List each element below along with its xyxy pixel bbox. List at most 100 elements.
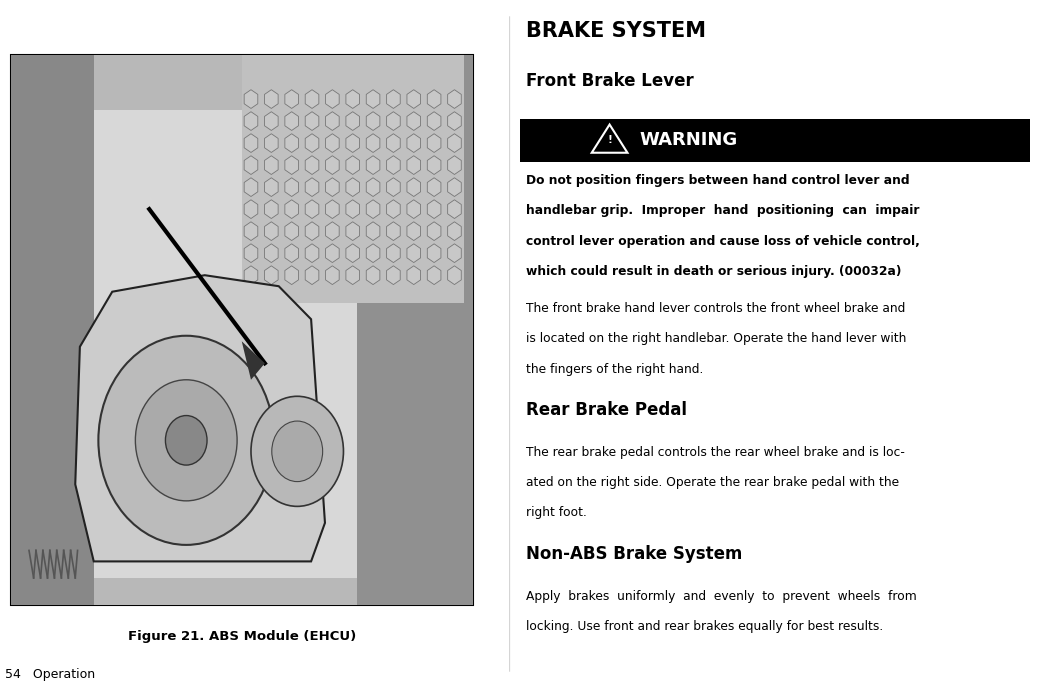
Polygon shape bbox=[265, 111, 279, 131]
FancyBboxPatch shape bbox=[520, 119, 1030, 162]
Text: Non-ABS Brake System: Non-ABS Brake System bbox=[526, 545, 742, 563]
Text: is located on the right handlebar. Operate the hand lever with: is located on the right handlebar. Opera… bbox=[526, 332, 906, 345]
Polygon shape bbox=[305, 244, 318, 263]
Polygon shape bbox=[265, 155, 279, 175]
Polygon shape bbox=[366, 178, 379, 197]
Polygon shape bbox=[326, 111, 339, 131]
Text: Apply  brakes  uniformly  and  evenly  to  prevent  wheels  from: Apply brakes uniformly and evenly to pre… bbox=[526, 590, 916, 603]
Polygon shape bbox=[305, 266, 318, 285]
Text: !: ! bbox=[607, 135, 612, 144]
Bar bbox=[242, 55, 463, 303]
Polygon shape bbox=[326, 244, 339, 263]
Polygon shape bbox=[407, 200, 420, 219]
Polygon shape bbox=[305, 178, 318, 197]
Bar bbox=[11, 55, 94, 605]
Text: Do not position fingers between hand control lever and: Do not position fingers between hand con… bbox=[526, 174, 909, 187]
Polygon shape bbox=[387, 133, 400, 153]
Polygon shape bbox=[285, 89, 298, 109]
Polygon shape bbox=[387, 89, 400, 109]
Text: right foot.: right foot. bbox=[526, 506, 586, 519]
Polygon shape bbox=[428, 222, 441, 241]
Text: 54   Operation: 54 Operation bbox=[5, 668, 96, 681]
Polygon shape bbox=[407, 222, 420, 241]
Polygon shape bbox=[305, 222, 318, 241]
Circle shape bbox=[99, 336, 274, 545]
Text: the fingers of the right hand.: the fingers of the right hand. bbox=[526, 363, 703, 376]
Circle shape bbox=[165, 416, 207, 465]
Polygon shape bbox=[326, 89, 339, 109]
Polygon shape bbox=[366, 244, 379, 263]
Text: ated on the right side. Operate the rear brake pedal with the: ated on the right side. Operate the rear… bbox=[526, 476, 899, 489]
FancyBboxPatch shape bbox=[11, 55, 473, 605]
Polygon shape bbox=[265, 266, 279, 285]
Polygon shape bbox=[428, 89, 441, 109]
Polygon shape bbox=[407, 178, 420, 197]
Polygon shape bbox=[346, 89, 359, 109]
Text: om02258: om02258 bbox=[16, 65, 65, 76]
Circle shape bbox=[251, 396, 344, 506]
Polygon shape bbox=[387, 178, 400, 197]
Polygon shape bbox=[428, 111, 441, 131]
Bar bbox=[80, 110, 450, 578]
Polygon shape bbox=[346, 200, 359, 219]
Polygon shape bbox=[346, 222, 359, 241]
Polygon shape bbox=[265, 133, 279, 153]
Polygon shape bbox=[285, 155, 298, 175]
Polygon shape bbox=[244, 133, 257, 153]
Polygon shape bbox=[448, 133, 461, 153]
Polygon shape bbox=[428, 133, 441, 153]
Polygon shape bbox=[285, 222, 298, 241]
Polygon shape bbox=[387, 155, 400, 175]
Polygon shape bbox=[448, 155, 461, 175]
Polygon shape bbox=[244, 178, 257, 197]
Polygon shape bbox=[326, 178, 339, 197]
Text: The rear brake pedal controls the rear wheel brake and is loc-: The rear brake pedal controls the rear w… bbox=[526, 446, 904, 459]
Polygon shape bbox=[265, 244, 279, 263]
Polygon shape bbox=[592, 125, 627, 153]
Polygon shape bbox=[387, 244, 400, 263]
Polygon shape bbox=[244, 155, 257, 175]
Polygon shape bbox=[244, 222, 257, 241]
Polygon shape bbox=[407, 244, 420, 263]
Polygon shape bbox=[265, 200, 279, 219]
Polygon shape bbox=[366, 133, 379, 153]
Polygon shape bbox=[448, 244, 461, 263]
Polygon shape bbox=[428, 200, 441, 219]
Polygon shape bbox=[305, 133, 318, 153]
Polygon shape bbox=[366, 200, 379, 219]
Polygon shape bbox=[76, 275, 325, 561]
Polygon shape bbox=[244, 111, 257, 131]
Polygon shape bbox=[366, 155, 379, 175]
Circle shape bbox=[272, 421, 323, 482]
Polygon shape bbox=[326, 155, 339, 175]
Polygon shape bbox=[244, 200, 257, 219]
Polygon shape bbox=[305, 200, 318, 219]
Polygon shape bbox=[448, 111, 461, 131]
Polygon shape bbox=[448, 222, 461, 241]
Polygon shape bbox=[285, 266, 298, 285]
Text: Rear Brake Pedal: Rear Brake Pedal bbox=[526, 401, 686, 419]
Polygon shape bbox=[346, 244, 359, 263]
Polygon shape bbox=[387, 222, 400, 241]
Polygon shape bbox=[407, 89, 420, 109]
Polygon shape bbox=[346, 133, 359, 153]
Text: Figure 21. ABS Module (EHCU): Figure 21. ABS Module (EHCU) bbox=[127, 630, 356, 643]
Polygon shape bbox=[326, 133, 339, 153]
Text: BRAKE SYSTEM: BRAKE SYSTEM bbox=[526, 21, 705, 41]
Polygon shape bbox=[285, 244, 298, 263]
Text: locking. Use front and rear brakes equally for best results.: locking. Use front and rear brakes equal… bbox=[526, 620, 883, 633]
Polygon shape bbox=[326, 266, 339, 285]
Polygon shape bbox=[448, 89, 461, 109]
Polygon shape bbox=[244, 244, 257, 263]
Polygon shape bbox=[346, 178, 359, 197]
Text: WARNING: WARNING bbox=[639, 131, 737, 149]
Polygon shape bbox=[366, 266, 379, 285]
Polygon shape bbox=[366, 222, 379, 241]
Polygon shape bbox=[448, 200, 461, 219]
Polygon shape bbox=[366, 111, 379, 131]
Polygon shape bbox=[366, 89, 379, 109]
Bar bbox=[357, 55, 473, 605]
Polygon shape bbox=[346, 111, 359, 131]
Text: Front Brake Lever: Front Brake Lever bbox=[526, 72, 694, 90]
Polygon shape bbox=[305, 89, 318, 109]
